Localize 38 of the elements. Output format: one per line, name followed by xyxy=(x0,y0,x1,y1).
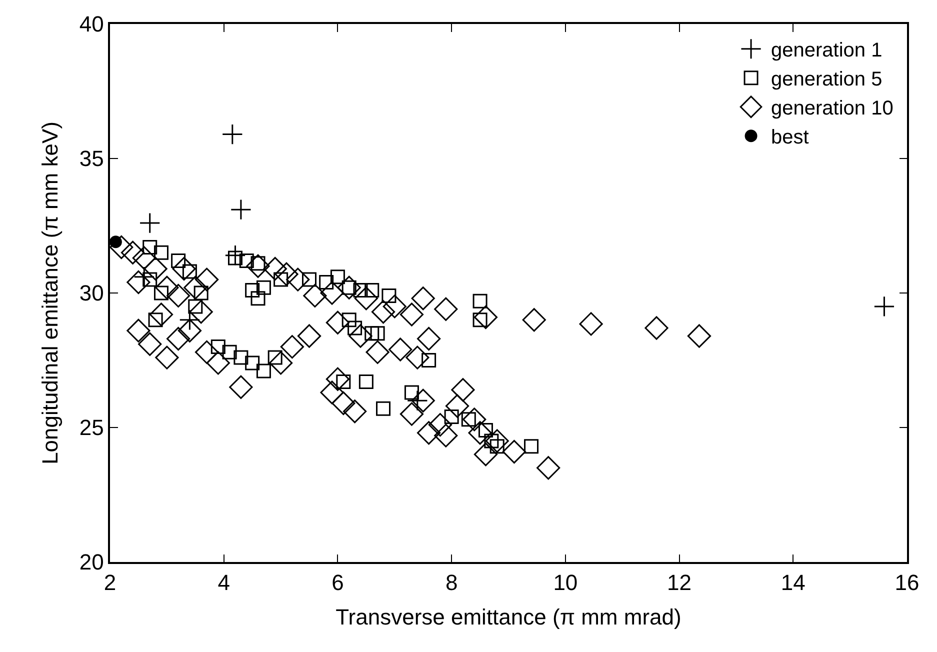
x-tick-label: 16 xyxy=(894,570,920,596)
x-tick-label: 6 xyxy=(332,570,344,596)
point xyxy=(524,439,539,454)
point xyxy=(330,270,345,284)
point xyxy=(245,356,260,370)
x-tick-label: 2 xyxy=(104,570,116,596)
legend-label: generation 5 xyxy=(771,68,882,91)
point xyxy=(154,245,168,260)
x-tick-label: 14 xyxy=(780,570,806,596)
point xyxy=(370,326,385,341)
point xyxy=(472,294,488,308)
x-axis-title: Transverse emittance (π mm mrad) xyxy=(336,604,682,630)
legend-label: generation 1 xyxy=(771,40,882,62)
point xyxy=(874,296,895,317)
y-axis-title: Longitudinal emittance (π mm keV) xyxy=(38,122,63,464)
y-tick-label: 40 xyxy=(79,12,104,37)
point xyxy=(222,124,243,145)
x-tick-label: 8 xyxy=(445,570,458,596)
x-tick-label: 12 xyxy=(667,570,692,596)
point xyxy=(256,364,271,378)
point xyxy=(224,244,246,266)
x-tick-label: 10 xyxy=(553,570,578,596)
point xyxy=(245,283,260,298)
legend-label: best xyxy=(771,126,810,149)
point xyxy=(139,212,160,234)
y-tick-label: 25 xyxy=(79,415,104,440)
y-tick-label: 20 xyxy=(79,550,104,575)
point xyxy=(250,291,266,306)
point xyxy=(230,199,252,220)
point xyxy=(228,250,242,266)
point xyxy=(358,374,374,390)
point xyxy=(256,280,271,295)
legend-label: generation 10 xyxy=(771,98,894,120)
x-tick-label: 4 xyxy=(218,570,230,596)
y-tick-label: 35 xyxy=(79,146,104,172)
point xyxy=(234,350,248,365)
y-tick-label: 30 xyxy=(79,280,104,306)
point xyxy=(376,401,391,416)
